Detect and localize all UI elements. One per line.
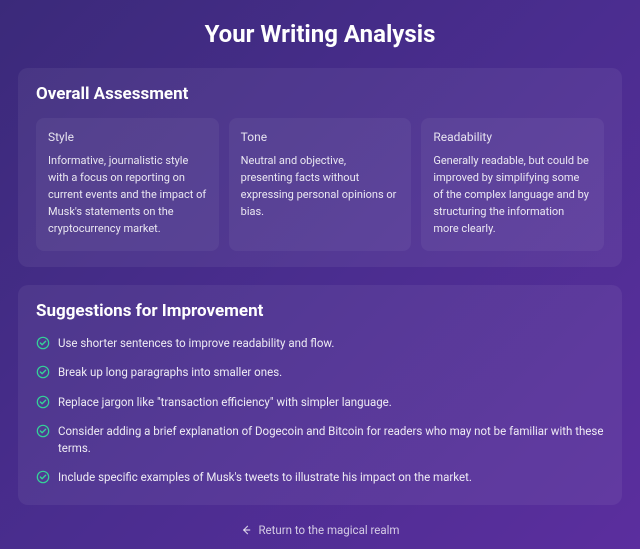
suggestion-item: Use shorter sentences to improve readabi… (36, 335, 604, 352)
suggestion-text: Consider adding a brief explanation of D… (58, 423, 604, 458)
assessment-box-tone: Tone Neutral and objective, presenting f… (229, 118, 412, 251)
assessment-box-readability: Readability Generally readable, but coul… (421, 118, 604, 251)
arrow-left-icon (240, 524, 252, 536)
suggestion-item: Replace jargon like "transaction efficie… (36, 394, 604, 411)
check-circle-icon (36, 365, 50, 379)
suggestions-list: Use shorter sentences to improve readabi… (36, 335, 604, 487)
suggestions-card: Suggestions for Improvement Use shorter … (18, 285, 622, 505)
assessment-label: Readability (433, 130, 592, 144)
check-circle-icon (36, 336, 50, 350)
suggestion-item: Consider adding a brief explanation of D… (36, 423, 604, 458)
assessment-text: Generally readable, but could be improve… (433, 152, 592, 237)
return-link[interactable]: Return to the magical realm (18, 523, 622, 537)
suggestion-text: Break up long paragraphs into smaller on… (58, 364, 282, 381)
assessment-grid: Style Informative, journalistic style wi… (36, 118, 604, 251)
check-circle-icon (36, 424, 50, 438)
suggestions-section-title: Suggestions for Improvement (36, 301, 604, 321)
suggestion-item: Break up long paragraphs into smaller on… (36, 364, 604, 381)
suggestion-item: Include specific examples of Musk's twee… (36, 469, 604, 486)
assessment-label: Tone (241, 130, 400, 144)
suggestion-text: Replace jargon like "transaction efficie… (58, 394, 392, 411)
suggestion-text: Include specific examples of Musk's twee… (58, 469, 472, 486)
check-circle-icon (36, 395, 50, 409)
page-title: Your Writing Analysis (18, 20, 622, 48)
assessment-text: Neutral and objective, presenting facts … (241, 152, 400, 220)
assessment-box-style: Style Informative, journalistic style wi… (36, 118, 219, 251)
assessment-label: Style (48, 130, 207, 144)
overall-assessment-card: Overall Assessment Style Informative, jo… (18, 68, 622, 267)
assessment-text: Informative, journalistic style with a f… (48, 152, 207, 237)
assessment-section-title: Overall Assessment (36, 84, 604, 104)
suggestion-text: Use shorter sentences to improve readabi… (58, 335, 334, 352)
check-circle-icon (36, 470, 50, 484)
return-link-label: Return to the magical realm (258, 523, 399, 537)
